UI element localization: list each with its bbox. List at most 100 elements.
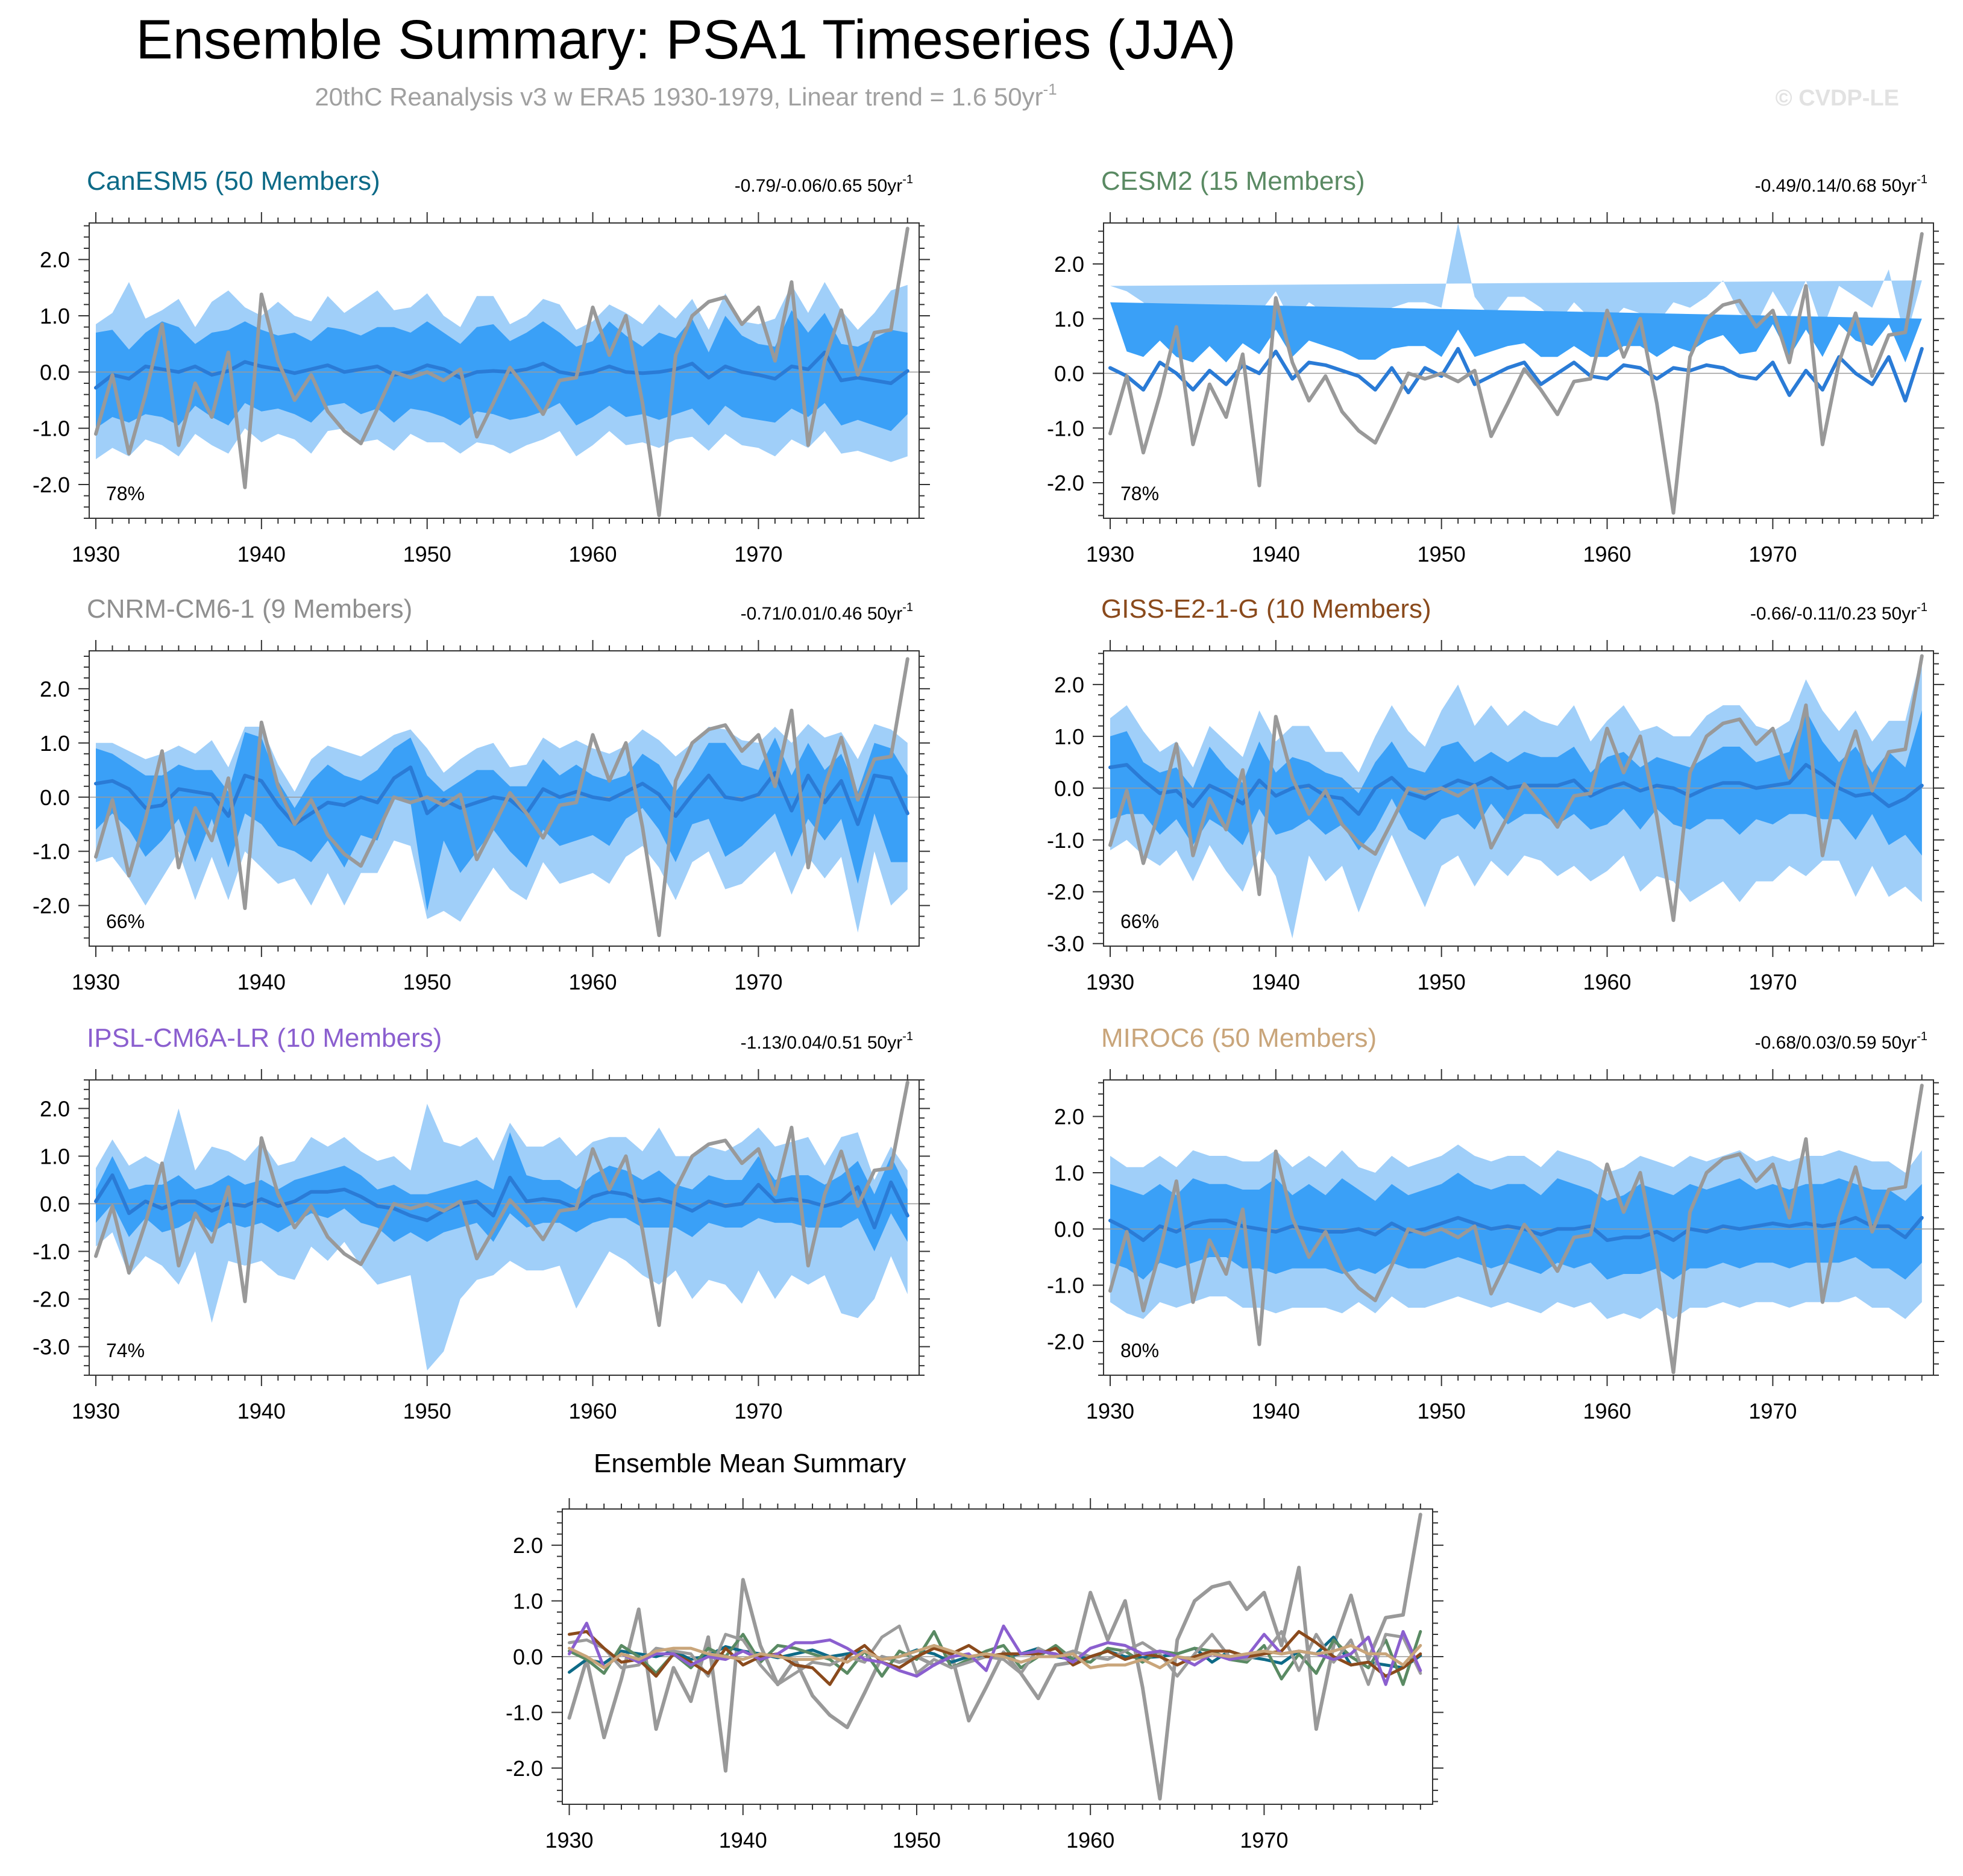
- x-tick-label: 1970: [1748, 542, 1797, 566]
- x-tick-label: 1940: [237, 542, 286, 566]
- observed-line: [94, 227, 909, 518]
- x-tick-label: 1930: [72, 1399, 120, 1423]
- series-line-miroc6: [568, 1644, 1422, 1669]
- plot-frame: [89, 222, 920, 519]
- y-tick-label: 1.0: [40, 731, 70, 756]
- panel-stats: -0.49/0.14/0.68 50yr-1: [1755, 173, 1927, 196]
- panel-percent: 80%: [1120, 1340, 1159, 1361]
- x-tick-label: 1960: [568, 970, 617, 994]
- plot-area: [1104, 1084, 1933, 1375]
- y-tick-label: -2.0: [33, 472, 70, 497]
- panel-stats: -0.79/-0.06/0.65 50yr-1: [735, 173, 913, 196]
- y-tick-label: 1.0: [1054, 307, 1084, 331]
- plot-area: [562, 1513, 1433, 1801]
- y-tick-label: 1.0: [1054, 724, 1084, 749]
- panel-title: CanESM5 (50 Members): [87, 166, 380, 196]
- y-tick-label: -1.0: [1047, 416, 1084, 441]
- x-tick-label: 1970: [734, 1399, 782, 1423]
- x-tick-label: 1930: [72, 542, 120, 566]
- y-tick-label: 1.0: [513, 1589, 543, 1614]
- plot-area: [89, 657, 919, 937]
- panel-stats-sup: -1: [1917, 173, 1927, 186]
- panel-percent: 66%: [1120, 911, 1159, 932]
- range-band-outer: [96, 1103, 908, 1371]
- y-tick-label: 2.0: [513, 1533, 543, 1558]
- y-tick-label: 0.0: [1054, 362, 1084, 386]
- x-tick-label: 1960: [1583, 970, 1631, 994]
- panel-ensemble-mean: 1930 1940 1950 1960 1970 2.0 1.0 0.0 -1.0 -2.0: [506, 1498, 1443, 1852]
- y-tick-label: 1.0: [1054, 1161, 1084, 1185]
- figure-subtitle-text: 20thC Reanalysis v3 w ERA5 1930-1979, Li…: [315, 83, 1043, 111]
- panel-stats-text: -1.13/0.04/0.51 50yr: [741, 1033, 903, 1053]
- y-tick-label: 2.0: [1054, 1105, 1084, 1129]
- panel-title: MIROC6 (50 Members): [1101, 1023, 1377, 1053]
- x-tick-label: 1970: [734, 542, 782, 566]
- x-tick-label: 1930: [1086, 542, 1134, 566]
- x-tick-label: 1930: [545, 1828, 593, 1852]
- x-tick-label: 1930: [1086, 1399, 1134, 1423]
- observed-line: [94, 657, 909, 937]
- y-tick-label: -2.0: [33, 1287, 70, 1312]
- figure-subtitle: 20thC Reanalysis v3 w ERA5 1930-1979, Li…: [315, 80, 1057, 111]
- panel-stats-text: -0.71/0.01/0.46 50yr: [741, 604, 903, 624]
- plot-area: [1104, 653, 1933, 939]
- y-tick-label: 1.0: [40, 1144, 70, 1169]
- panel-stats: -0.71/0.01/0.46 50yr-1: [741, 601, 913, 624]
- panel-title: GISS-E2-1-G (10 Members): [1101, 594, 1431, 624]
- x-tick-label: 1940: [237, 1399, 286, 1423]
- y-tick-label: 0.0: [40, 360, 70, 384]
- y-tick-label: 0.0: [40, 1191, 70, 1216]
- plot-area: [89, 227, 919, 518]
- x-tick-label: 1960: [1583, 1399, 1631, 1423]
- x-tick-label: 1970: [1748, 970, 1797, 994]
- figure-subtitle-sup: -1: [1043, 80, 1057, 98]
- x-tick-label: 1970: [1240, 1828, 1288, 1852]
- panel-stats: -0.68/0.03/0.59 50yr-1: [1755, 1030, 1927, 1053]
- y-tick-label: 2.0: [1054, 252, 1084, 277]
- panel-stats-text: -0.68/0.03/0.59 50yr: [1755, 1033, 1917, 1053]
- x-tick-label: 1940: [1252, 1399, 1300, 1423]
- x-tick-label: 1960: [568, 1399, 617, 1423]
- panel-miroc6: 1930 1940 1950 1960 1970 2.0 1.0 0.0 -1.0 -2.0 MIR…: [1047, 1023, 1944, 1423]
- y-tick-label: 2.0: [1054, 673, 1084, 697]
- panel-stats-sup: -1: [902, 1030, 913, 1043]
- x-tick-label: 1960: [568, 542, 617, 566]
- observed-line: [1108, 1084, 1924, 1375]
- panel-stats-text: -0.66/-0.11/0.23 50yr: [1750, 604, 1917, 624]
- y-tick-label: -1.0: [1047, 828, 1084, 853]
- x-tick-label: 1970: [734, 970, 782, 994]
- x-tick-label: 1950: [403, 1399, 451, 1423]
- observed-line: [1108, 232, 1924, 515]
- panel-stats-sup: -1: [902, 173, 913, 186]
- panel-canesm5: 1930 1940 1950 1960 1970 2.0 1.0 0.0 -1.0 -2.0 Can…: [33, 166, 930, 566]
- range-band-inner: [96, 1132, 908, 1252]
- x-tick-label: 1940: [237, 970, 286, 994]
- y-tick-label: -1.0: [33, 1240, 70, 1264]
- panel-stats-sup: -1: [1917, 1030, 1927, 1043]
- panel-cesm2: 1930 1940 1950 1960 1970 2.0 1.0 0.0 -1.0 -2.0 CES…: [1047, 166, 1944, 566]
- y-tick-label: 0.0: [1054, 1217, 1084, 1241]
- range-band-inner: [96, 732, 908, 911]
- y-tick-label: -2.0: [33, 894, 70, 918]
- plot-area: [1104, 223, 1933, 515]
- panel-percent: 74%: [106, 1340, 145, 1361]
- panel-stats-text: -0.49/0.14/0.68 50yr: [1755, 176, 1917, 196]
- range-band-inner: [1110, 710, 1922, 856]
- x-tick-label: 1950: [403, 542, 451, 566]
- panel-stats: -0.66/-0.11/0.23 50yr-1: [1750, 601, 1927, 624]
- panel-stats-sup: -1: [902, 601, 913, 614]
- x-tick-label: 1940: [1252, 970, 1300, 994]
- plot-area: [89, 1081, 919, 1371]
- panel-title: IPSL-CM6A-LR (10 Members): [87, 1023, 442, 1053]
- x-tick-label: 1960: [1583, 542, 1631, 566]
- panel-percent: 78%: [1120, 483, 1159, 504]
- panel-cnrm-cm6-1: 1930 1940 1950 1960 1970 2.0 1.0 0.0 -1.0 -2.0 CNR…: [33, 594, 930, 994]
- credit-watermark: © CVDP-LE: [1776, 86, 1899, 111]
- plot-frame: [89, 1079, 920, 1376]
- panel-title: CESM2 (15 Members): [1101, 166, 1365, 196]
- observed-line: [94, 1081, 909, 1327]
- x-tick-label: 1970: [1748, 1399, 1797, 1423]
- panels: 1930 1940 1950 1960 1970 2.0 1.0 0.0 -1.0 -2.0 Can…: [33, 166, 1944, 1852]
- y-tick-label: 0.0: [40, 785, 70, 810]
